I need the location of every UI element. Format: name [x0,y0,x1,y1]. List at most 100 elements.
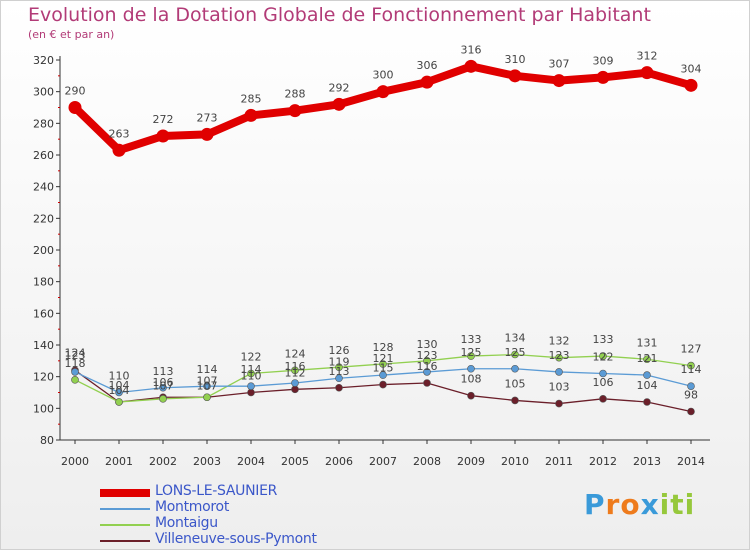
legend-swatch [100,508,150,510]
data-point [203,393,211,402]
data-label: 114 [681,363,702,376]
data-label: 123 [417,349,438,362]
data-label: 306 [417,59,438,72]
data-point [332,97,346,111]
data-point [247,388,255,397]
data-label: 122 [241,351,262,364]
data-point [379,360,387,368]
data-point [687,382,695,390]
data-point [159,383,167,392]
data-label: 104 [637,379,658,392]
data-point [423,357,431,365]
y-tick-label: 260 [33,149,54,162]
data-label: 106 [593,376,614,389]
legend-swatch [100,540,150,542]
data-label: 127 [681,343,702,356]
data-point [467,352,475,360]
data-label: 114 [241,363,262,376]
data-point [640,66,654,80]
data-point [599,369,607,378]
y-tick-label: 280 [33,117,54,130]
data-label: 128 [373,341,394,354]
logo-letter: x [640,488,660,521]
data-point [423,368,431,376]
data-point [247,369,255,378]
data-label: 288 [285,88,306,101]
data-label: 304 [681,62,702,75]
data-point [335,383,343,392]
data-label: 272 [153,113,174,126]
data-label: 107 [197,374,218,387]
x-tick-label: 2002 [149,455,177,468]
data-point [200,127,214,141]
data-label: 106 [153,376,174,389]
x-tick-label: 2010 [501,455,529,468]
data-label: 114 [197,363,218,376]
data-point [71,376,79,384]
data-point [115,398,123,406]
chart-subtitle: (en € et par an) [28,28,115,41]
data-label: 125 [505,346,526,359]
data-label: 133 [461,333,482,346]
data-point [376,85,390,99]
logo-letter: r [605,488,621,521]
data-label: 116 [417,360,438,373]
data-label: 133 [593,333,614,346]
data-point [684,78,698,92]
data-point [335,374,343,383]
x-tick-label: 2008 [413,455,441,468]
y-tick-label: 120 [33,371,54,384]
data-label: 126 [329,344,350,357]
data-label: 116 [285,360,306,373]
data-point [291,379,299,387]
data-point [596,70,610,84]
legend-label: Villeneuve-sous-Pymont [155,531,317,547]
legend-swatch [100,489,150,497]
x-tick-label: 2012 [589,455,617,468]
data-point [643,371,651,379]
x-tick-label: 2009 [457,455,485,468]
data-point [156,129,170,143]
data-label: 110 [241,370,262,383]
data-point [379,380,387,389]
x-tick-label: 2003 [193,455,221,468]
data-point [244,108,258,122]
data-label: 104 [109,384,130,397]
data-label: 112 [285,366,306,379]
y-tick-label: 320 [33,54,54,67]
data-label: 123 [65,349,86,362]
data-label: 118 [65,357,86,370]
data-point [288,104,302,118]
data-point [643,398,651,406]
proxiti-logo: Proxiti [584,488,695,521]
data-point [203,382,211,390]
data-label: 107 [153,379,174,392]
y-tick-label: 200 [33,244,54,257]
data-label: 103 [549,381,570,394]
data-label: 104 [109,379,130,392]
data-label: 300 [373,69,394,82]
data-point [423,379,431,387]
data-label: 108 [461,373,482,386]
data-label: 121 [637,352,658,365]
y-tick-label: 300 [33,86,54,99]
data-label: 290 [65,85,86,98]
y-tick-label: 240 [33,181,54,194]
legend-swatch [100,524,150,526]
data-point [687,361,695,370]
data-point [599,395,607,403]
x-tick-label: 2011 [545,455,573,468]
data-point [467,364,475,373]
data-point [335,363,343,371]
data-label: 309 [593,54,614,67]
data-point [420,75,434,89]
y-tick-label: 160 [33,307,54,320]
y-tick-label: 220 [33,212,54,225]
data-label: 307 [549,58,570,71]
data-point [555,368,563,376]
data-point [555,399,563,408]
data-point [247,382,255,390]
data-label: 122 [593,351,614,364]
logo-letter: i [659,488,671,521]
data-point [291,366,299,375]
